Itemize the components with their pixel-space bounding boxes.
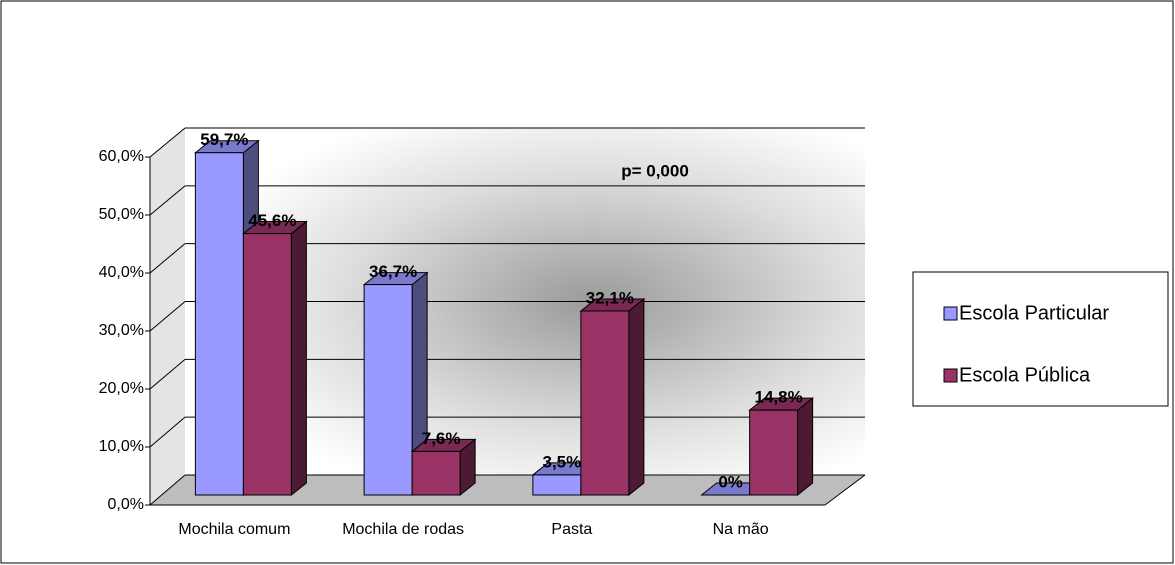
value-label: 14,8% [755,388,803,407]
bar [242,233,292,496]
x-tick-label: Mochila comum [178,521,290,538]
y-tick-label: 60,0% [99,148,144,165]
bar-side [290,220,307,497]
y-tick-label: 10,0% [99,438,144,455]
grid-line [149,243,186,274]
bar [749,409,799,496]
y-tick-label: 0,0% [108,496,144,513]
grid-line [149,416,186,448]
grid-line [149,127,186,158]
value-label: 36,7% [369,262,417,281]
grid-line [149,185,186,216]
legend-label: Escola Pública [959,364,1091,386]
y-tick-label: 20,0% [99,380,144,397]
bar [532,474,582,496]
legend-label: Escola Particular [959,302,1109,324]
value-label: 7,6% [422,429,461,448]
y-tick-label: 50,0% [99,206,144,223]
grid-line [149,301,186,332]
annotation: p= 0,000 [621,161,689,180]
x-tick-label: Mochila de rodas [342,521,464,538]
bar [580,310,630,496]
bar [363,284,413,496]
x-tick-label: Pasta [551,521,592,538]
floor-edge [824,474,866,506]
x-tick-label: Na mão [713,521,769,538]
floor [150,475,865,505]
y-tick-label: 30,0% [99,322,144,339]
value-label: 59,7% [200,130,248,149]
bar [411,450,461,496]
legend-swatch [943,368,958,383]
grid-line [149,474,186,506]
legend-swatch [943,306,958,321]
legend [912,271,1169,407]
value-label: 45,6% [248,211,296,230]
bar-side [797,397,814,497]
bar-side [628,297,645,497]
value-label: 3,5% [543,452,582,471]
y-tick-label: 40,0% [99,264,144,281]
value-label: 32,1% [586,288,634,307]
bar [194,152,244,496]
value-label: 0% [718,472,743,491]
grid-line [149,358,186,390]
